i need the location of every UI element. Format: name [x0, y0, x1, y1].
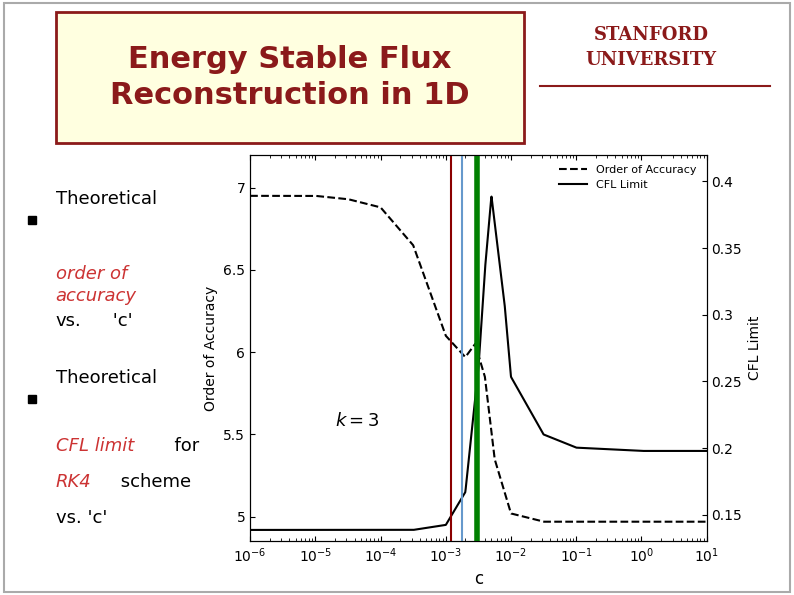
CFL Limit	[245, 527, 255, 534]
Legend: Order of Accuracy, CFL Limit: Order of Accuracy, CFL Limit	[555, 160, 701, 195]
Order of Accuracy	[702, 518, 711, 525]
CFL Limit	[487, 193, 496, 200]
Text: ?: ?	[572, 305, 619, 386]
Order of Accuracy	[468, 345, 477, 352]
Text: order of
accuracy: order of accuracy	[56, 265, 137, 305]
Text: CFL limit: CFL limit	[56, 437, 134, 455]
Order of Accuracy	[689, 518, 699, 525]
Text: vs. 'c': vs. 'c'	[56, 509, 107, 527]
Y-axis label: CFL Limit: CFL Limit	[748, 316, 761, 380]
CFL Limit	[702, 447, 711, 455]
Text: RK4: RK4	[56, 473, 91, 491]
FancyBboxPatch shape	[56, 12, 524, 143]
Order of Accuracy	[268, 192, 278, 199]
Text: Energy Stable Flux
Reconstruction in 1D: Energy Stable Flux Reconstruction in 1D	[110, 45, 469, 110]
Text: $k = 3$: $k = 3$	[335, 412, 380, 430]
Text: for: for	[163, 437, 199, 455]
Y-axis label: Order of Accuracy: Order of Accuracy	[204, 286, 218, 411]
CFL Limit	[689, 447, 699, 455]
CFL Limit	[605, 446, 615, 453]
CFL Limit	[268, 527, 278, 534]
Order of Accuracy	[245, 192, 255, 199]
Text: Theoretical: Theoretical	[56, 190, 156, 208]
CFL Limit	[688, 447, 698, 455]
Order of Accuracy	[605, 518, 615, 525]
Text: vs.: vs.	[56, 312, 81, 330]
X-axis label: c: c	[474, 571, 483, 588]
Text: 'c': 'c'	[107, 312, 133, 330]
Text: Theoretical: Theoretical	[56, 369, 156, 387]
Order of Accuracy	[688, 518, 698, 525]
Line: CFL Limit: CFL Limit	[250, 196, 707, 530]
Line: Order of Accuracy: Order of Accuracy	[250, 196, 707, 522]
Order of Accuracy	[539, 518, 549, 525]
Text: STANFORD
UNIVERSITY: STANFORD UNIVERSITY	[585, 26, 717, 69]
CFL Limit	[455, 497, 464, 505]
Order of Accuracy	[455, 347, 464, 355]
CFL Limit	[468, 424, 477, 431]
Text: scheme: scheme	[115, 473, 191, 491]
